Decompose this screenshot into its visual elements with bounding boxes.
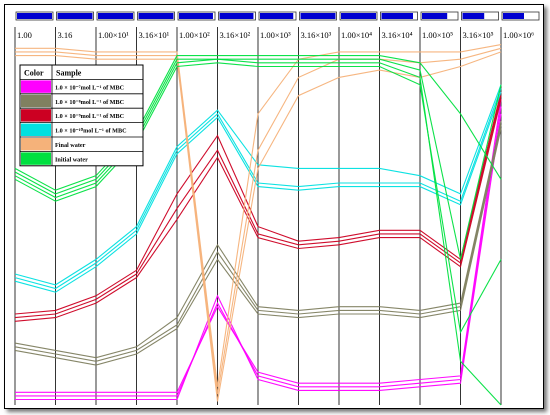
axis-slider-fill-6[interactable] [260,13,294,19]
series-line-1-1 [14,124,502,362]
legend-entry-label: 1.0 × 10⁻⁷mol L⁻¹ of MBC [55,84,124,91]
series-line-1-0 [14,120,502,359]
axis-tick-label: 3.16×10¹ [139,30,170,40]
series-line-0-0 [15,113,502,401]
axis-tick-label: 1.00×10³ [260,30,291,40]
chart-frame: 1.00 3.16 1.00×10¹ 3.16×10¹ 1.00×10² 3.16×10²… [4,4,544,409]
legend-swatch [21,109,51,122]
axis-tick-labels: 1.00 3.16 1.00×10¹ 3.16×10¹ 1.00×10² 3.16×10²… [17,30,534,40]
axis-slider-fill-2[interactable] [98,13,133,19]
series-line-2-1 [14,95,502,319]
legend-entry-label: 1.0 × 10⁻¹⁰mol L⁻¹ of MBC [55,128,127,135]
axis-tick-label: 1.00×10⁶ [503,30,534,40]
series-line-2-2 [14,99,502,322]
series-line-3-0 [14,84,502,286]
axis-tick-label: 1.00×10⁵ [422,30,453,40]
axis-slider-fill-8[interactable] [341,13,376,19]
axis-tick-label: 3.16×10³ [301,30,332,40]
series-lines [14,44,502,406]
legend-swatch [21,80,51,93]
axis-slider-fill-10[interactable] [422,13,448,19]
legend-entry-label: 1.0 × 10⁻⁹mol L⁻¹ of MBC [55,113,124,120]
legend: Color Sample 1.0 × 10⁻⁷mol L⁻¹ of MBC 1.0 ×… [19,64,144,167]
axis-slider-fill-7[interactable] [300,13,336,19]
series-line-5-2 [14,58,502,406]
legend-entry-label: Final water [55,142,86,149]
series-line-5-3 [14,62,502,334]
axis-slider-fill-1[interactable] [57,13,93,19]
axis-slider-fill-11[interactable] [462,13,485,19]
axis-slider-fill-4[interactable] [179,13,213,19]
axis-slider-fill-12[interactable] [503,13,524,19]
axis-tick-label: 3.16×10⁴ [382,30,413,40]
series-line-5-0 [14,55,502,191]
parallel-coordinates-chart: 1.00 3.16 1.00×10¹ 3.16×10¹ 1.00×10² 3.16×10²… [14,11,540,406]
legend-entry-label: 1.0 × 10⁻⁸mol L⁻¹ of MBC [55,99,124,106]
legend-swatch [21,138,51,151]
series-line-2-0 [14,91,502,315]
series-line-3-1 [14,88,502,290]
axis-slider-fill-3[interactable] [138,13,174,19]
series-line-0-2 [15,99,502,393]
axis-tick-label: 1.00×10¹ [98,30,129,40]
series-line-0-1 [15,106,502,397]
series-line-1-2 [14,128,502,366]
axis-tick-label: 1.00×10² [179,30,210,40]
axis-tick-label: 1.00×10⁴ [341,30,372,40]
legend-entry-label: Initial water [55,156,88,163]
legend-swatch [21,123,51,136]
axis-tick-label: 1.00 [17,30,32,40]
axis-slider-fill-0[interactable] [17,13,52,19]
axis-sliders[interactable] [15,11,540,21]
axis-tick-label: 3.16×10² [220,30,251,40]
series-line-3-2 [14,91,502,293]
legend-header-sample: Sample [56,69,82,78]
series-line-5-1 [14,58,502,260]
legend-swatch [21,152,51,165]
series-line-4-0 [15,44,502,387]
legend-swatch [21,94,51,108]
axis-tick-label: 3.16×10⁵ [463,30,494,40]
legend-header-color: Color [24,69,44,78]
axis-slider-fill-5[interactable] [219,13,254,19]
axis-tick-label: 3.16 [58,30,73,40]
axis-slider-fill-9[interactable] [381,13,414,19]
